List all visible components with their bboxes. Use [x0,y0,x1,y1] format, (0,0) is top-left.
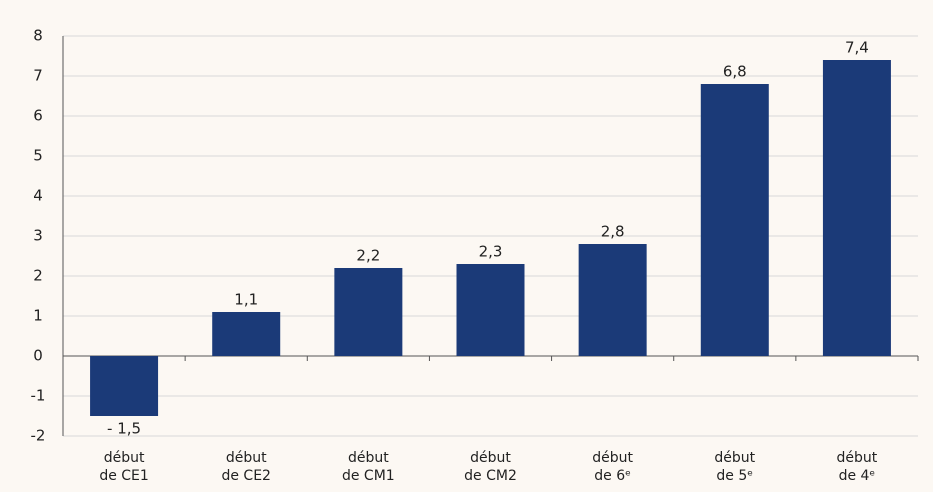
bar [334,268,403,356]
bar [700,84,769,356]
bar [822,60,891,356]
value-label: 2,3 [479,243,503,261]
y-tick-label: 2 [33,267,43,285]
x-tick-label: début [226,450,267,466]
x-tick-label: début [714,450,755,466]
y-tick-label: 8 [33,27,43,45]
x-tick-label: de CM2 [464,468,517,484]
x-tick-label: début [470,450,511,466]
x-tick-label: de CE1 [99,468,148,484]
bar [90,356,159,416]
x-tick-label: début [348,450,389,466]
value-label: 2,8 [601,223,625,241]
value-label: 7,4 [845,39,869,57]
bar [212,312,281,356]
y-tick-label: 0 [33,347,43,365]
x-tick-label: début [104,450,145,466]
y-tick-label: -2 [31,427,46,445]
value-label: 6,8 [723,63,747,81]
bar [578,244,647,356]
y-tick-label: 4 [33,187,43,205]
x-tick-label: début [592,450,633,466]
y-tick-label: 6 [33,107,43,125]
value-label: 2,2 [356,247,380,265]
value-label: - 1,5 [107,420,141,438]
y-tick-label: 3 [33,227,43,245]
y-tick-label: 1 [33,307,43,325]
y-tick-label: 5 [33,147,43,165]
bar [456,264,525,356]
x-tick-label: de 4ᵉ [839,468,876,484]
x-tick-label: de CE2 [221,468,270,484]
x-tick-label: de CM1 [342,468,395,484]
y-tick-label: -1 [31,387,46,405]
y-tick-label: 7 [33,67,43,85]
x-tick-label: de 6ᵉ [594,468,631,484]
value-label: 1,1 [234,291,258,309]
x-tick-label: de 5ᵉ [716,468,753,484]
x-tick-label: début [837,450,878,466]
